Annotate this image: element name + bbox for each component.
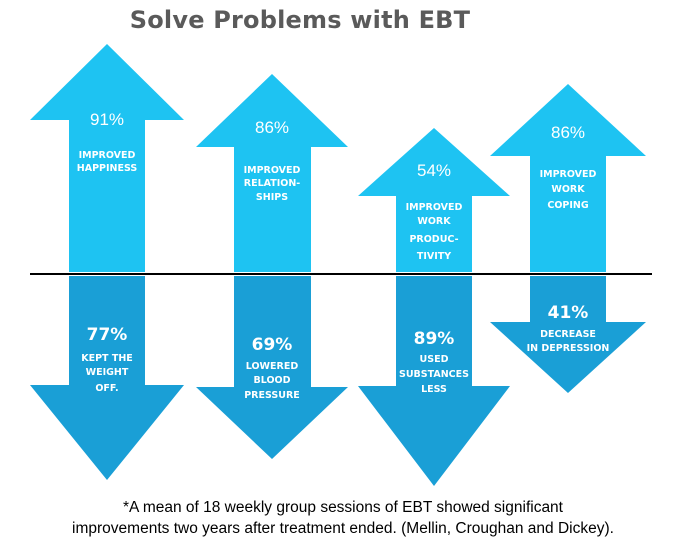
up-arrow-3: 54% IMPROVED WORK PRODUC- TIVITY [358,128,510,272]
down-arrow-3: 89% USED SUBSTANCES LESS [358,276,510,486]
down-arrow-1-label-line-1: KEPT THE [81,353,133,364]
page-title: Solve Problems with EBT [129,6,471,34]
footnote-line-1: *A mean of 18 weekly group sessions of E… [123,499,563,516]
down-arrow-4-percent: 41% [548,303,589,323]
up-arrow-1: 91% IMPROVED HAPPINESS [30,44,184,272]
footnote-line-2: improvements two years after treatment e… [72,520,614,537]
up-arrow-3-label-line-1: IMPROVED [406,202,463,213]
up-arrow-2-percent: 86% [255,118,289,137]
down-arrow-4: 41% DECREASE IN DEPRESSION [490,276,646,393]
down-arrow-4-shape [490,276,646,393]
up-arrow-4-label-line-2: WORK [551,184,585,195]
up-arrow-1-label-line-1: IMPROVED [79,150,136,161]
down-arrow-4-label-line-2: IN DEPRESSION [527,343,610,354]
down-arrow-3-label-line-1: USED [420,354,449,365]
up-arrow-4-label-line-3: COPING [547,200,588,211]
up-arrow-2-shape [196,74,348,272]
up-arrow-4-percent: 86% [551,123,585,142]
down-arrow-1-percent: 77% [87,325,128,345]
down-arrow-1-shape [30,276,184,480]
up-arrow-3-shape [358,128,510,272]
down-arrow-3-label-line-2: SUBSTANCES [399,369,469,380]
up-arrow-3-label-line-3: PRODUC- [409,234,458,245]
up-arrow-3-percent: 54% [417,161,451,180]
up-arrow-4-label-line-1: IMPROVED [540,169,597,180]
down-arrow-2-label-line-2: BLOOD [254,375,291,386]
down-arrow-4-label-line-1: DECREASE [540,329,596,340]
up-arrow-3-label-line-4: TIVITY [417,251,451,262]
up-arrow-1-shape [30,44,184,272]
down-arrow-2-shape [196,276,348,459]
up-arrow-2: 86% IMPROVED RELATION- SHIPS [196,74,348,272]
arrows-diagram: 91% IMPROVED HAPPINESS 86% IMPROVED RELA… [30,44,652,486]
down-arrow-2-label-line-3: PRESSURE [244,390,300,401]
down-arrow-3-label-line-3: LESS [421,384,447,395]
up-arrow-2-label-line-3: SHIPS [256,192,288,203]
down-arrow-1-label-line-2: WEIGHT [86,367,129,378]
down-arrow-1-label-line-3: OFF. [95,383,118,394]
up-arrow-4: 86% IMPROVED WORK COPING [490,84,646,272]
up-arrow-2-label-line-1: IMPROVED [244,165,301,176]
down-arrow-2-percent: 69% [252,335,293,355]
up-arrow-4-shape [490,84,646,272]
up-arrow-3-label-line-2: WORK [417,216,451,227]
down-arrow-3-shape [358,276,510,486]
down-arrow-2-label-line-1: LOWERED [246,361,299,372]
up-arrow-1-percent: 91% [90,110,124,129]
down-arrow-2: 69% LOWERED BLOOD PRESSURE [196,276,348,459]
down-arrow-1: 77% KEPT THE WEIGHT OFF. [30,276,184,480]
up-arrow-1-label-line-2: HAPPINESS [77,163,138,174]
down-arrow-3-percent: 89% [414,329,455,349]
up-arrow-2-label-line-2: RELATION- [244,178,301,189]
